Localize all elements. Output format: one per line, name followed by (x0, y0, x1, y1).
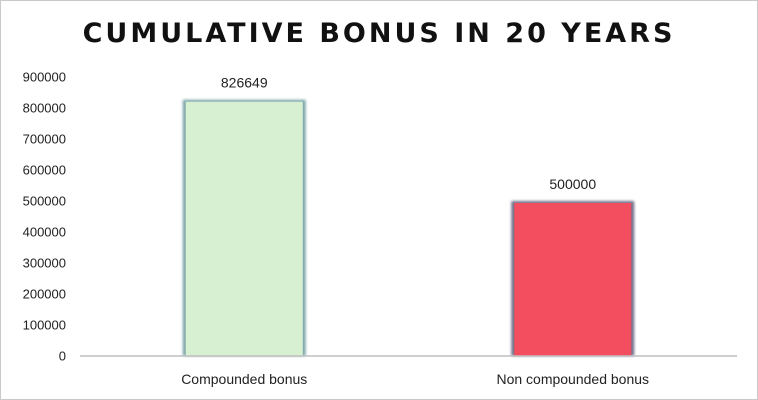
x-axis: Compounded bonus Non compounded bonus (181, 371, 649, 387)
y-tick-label: 400000 (23, 225, 66, 240)
y-tick-label: 900000 (23, 70, 66, 85)
bars: 826649 500000 (182, 75, 635, 357)
y-tick-label: 600000 (23, 163, 66, 178)
y-tick-label: 200000 (23, 287, 66, 302)
y-axis: 0 100000 200000 300000 400000 500000 600000 700… (23, 70, 66, 364)
y-tick-label: 100000 (23, 318, 66, 333)
y-tick-label: 500000 (23, 194, 66, 209)
bar-value-label: 500000 (549, 176, 596, 192)
x-tick-label: Non compounded bonus (496, 371, 649, 387)
x-tick-label: Compounded bonus (181, 371, 307, 387)
bar (514, 203, 632, 356)
bar-value-label: 826649 (221, 75, 268, 91)
y-tick-label: 300000 (23, 256, 66, 271)
chart-title: CUMULATIVE BONUS IN 20 YEARS (82, 18, 676, 49)
y-tick-label: 0 (59, 349, 66, 364)
bar (185, 101, 303, 357)
y-tick-label: 800000 (23, 101, 66, 116)
y-tick-label: 700000 (23, 132, 66, 147)
